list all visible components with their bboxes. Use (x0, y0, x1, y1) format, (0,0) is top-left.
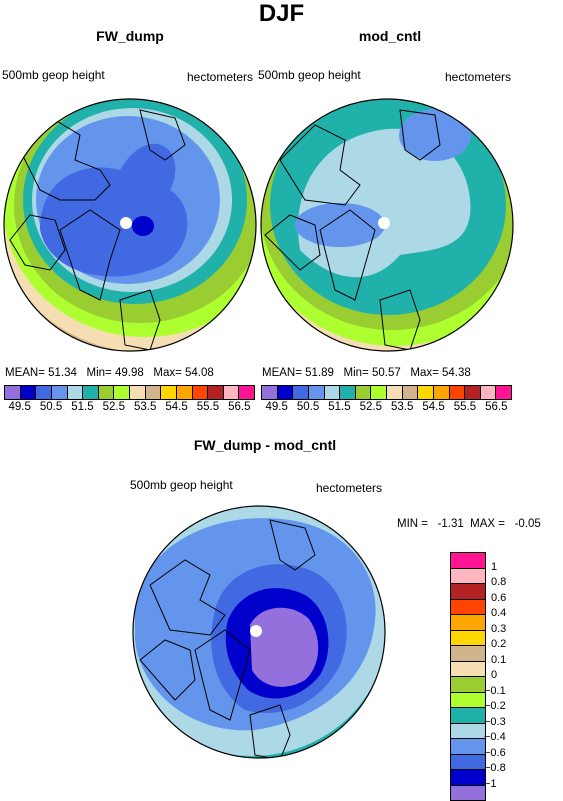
colorbar-tick-label: 54.5 (165, 401, 188, 413)
colorbar-swatch (324, 386, 341, 399)
colorbar-swatch (208, 386, 224, 399)
colorbar-swatch (5, 386, 21, 399)
colorbar-swatch (98, 386, 115, 399)
colorbar-tick-label: 0.2 (491, 638, 507, 650)
panel-mod-cntl-units-label: hectometers (445, 70, 512, 84)
colorbar-swatch (36, 386, 52, 399)
colorbar-swatch (387, 386, 403, 399)
colorbar-swatch (433, 386, 450, 399)
colorbar-tick-label: 0.8 (491, 576, 507, 588)
colorbar-swatch (161, 386, 177, 399)
colorbar-swatch (451, 584, 485, 600)
panel-diff-units-label: hectometers (316, 481, 383, 495)
colorbar-tick-label: 51.5 (71, 401, 94, 413)
colorbar-swatch (418, 386, 434, 399)
panel-diff-stats: MIN = -1.31 MAX = -0.05 (397, 518, 541, 530)
colorbar-swatch (130, 386, 146, 399)
panel-fw-dump-variable-label: 500mb geop height (2, 68, 105, 82)
panel-diff-title: FW_dump - mod_cntl (193, 437, 337, 453)
colorbar-tick-label: 1 (491, 560, 498, 573)
panel-fw-dump-map (3, 98, 257, 352)
colorbar-swatch (451, 646, 485, 662)
colorbar-tick-label: −0.3 (484, 715, 506, 728)
colorbar-tick-label: 51.5 (328, 401, 351, 413)
colorbar-tick-label: 55.5 (196, 401, 220, 413)
panel-diff-map (132, 505, 386, 759)
colorbar-swatch (451, 754, 485, 770)
colorbar-swatch (451, 615, 485, 631)
panel-fw-dump-stats: MEAN= 51.34 Min= 49.98 Max= 54.08 (5, 367, 214, 379)
colorbar-swatch (451, 785, 485, 800)
panel-mod-cntl-variable-label: 500mb geop height (258, 68, 361, 82)
panel-fw-dump-units-label: hectometers (187, 70, 254, 84)
colorbar-tick-label: 56.5 (485, 401, 508, 413)
colorbar-tick-label: −1 (484, 777, 497, 790)
panel-fw-dump-colorbar (4, 385, 255, 400)
panel-mod-cntl-stats: MEAN= 51.89 Min= 50.57 Max= 54.38 (262, 367, 471, 379)
colorbar-tick-label: −0.6 (484, 746, 506, 759)
colorbar-tick-label: 0.6 (491, 591, 507, 604)
panel-mod-cntl-title: mod_cntl (358, 28, 422, 44)
colorbar-swatch (223, 386, 240, 399)
colorbar-swatch (114, 386, 130, 399)
colorbar-swatch (20, 386, 37, 399)
colorbar-swatch (451, 692, 485, 708)
panel-mod-cntl-colorbar (261, 385, 512, 400)
colorbar-tick-label: 53.5 (390, 401, 414, 413)
colorbar-swatch (262, 386, 278, 399)
colorbar-tick-label: 50.5 (39, 401, 63, 413)
colorbar-swatch (51, 386, 68, 399)
colorbar-tick-label: −0.2 (484, 700, 506, 712)
colorbar-tick-label: 0.1 (491, 653, 507, 666)
colorbar-swatch (451, 739, 485, 755)
colorbar-swatch (465, 386, 481, 399)
colorbar-tick-label: 49.5 (265, 401, 288, 413)
colorbar-swatch (145, 386, 162, 399)
panel-fw-dump-title: FW_dump (96, 28, 164, 44)
colorbar-swatch (355, 386, 372, 399)
colorbar-swatch (67, 386, 84, 399)
colorbar-tick-label: −0.1 (484, 684, 506, 697)
colorbar-swatch (402, 386, 419, 399)
colorbar-tick-label: 52.5 (102, 401, 126, 413)
colorbar-swatch (293, 386, 309, 399)
colorbar-swatch (371, 386, 387, 399)
colorbar-swatch (451, 599, 485, 615)
colorbar-swatch (340, 386, 356, 399)
colorbar-swatch (451, 630, 485, 646)
colorbar-swatch (277, 386, 294, 399)
panel-diff-variable-label: 500mb geop height (130, 478, 233, 492)
colorbar-swatch (451, 770, 485, 786)
colorbar-swatch (451, 661, 485, 677)
colorbar-tick-label: 55.5 (453, 401, 477, 413)
colorbar-swatch (176, 386, 193, 399)
colorbar-tick-label: 50.5 (296, 401, 320, 413)
colorbar-tick-label: −0.8 (484, 762, 506, 774)
panel-mod-cntl-map (260, 98, 514, 352)
colorbar-tick-label: 0 (491, 669, 498, 681)
colorbar-swatch (451, 677, 485, 693)
colorbar-swatch (83, 386, 99, 399)
colorbar-tick-label: 53.5 (133, 401, 157, 413)
colorbar-swatch (451, 568, 485, 584)
panel-diff-colorbar (450, 552, 486, 801)
colorbar-swatch (451, 708, 485, 724)
colorbar-swatch (308, 386, 325, 399)
colorbar-tick-label: 56.5 (228, 401, 251, 413)
colorbar-tick-label: 0.3 (491, 622, 507, 635)
colorbar-tick-label: 0.4 (491, 607, 507, 619)
colorbar-tick-label: 52.5 (359, 401, 383, 413)
colorbar-swatch (496, 386, 511, 399)
colorbar-tick-label: 54.5 (422, 401, 445, 413)
colorbar-swatch (449, 386, 466, 399)
colorbar-tick-label: −0.4 (484, 731, 506, 743)
colorbar-swatch (480, 386, 497, 399)
colorbar-swatch (192, 386, 209, 399)
figure-title: DJF (258, 0, 305, 27)
colorbar-swatch (239, 386, 254, 399)
colorbar-swatch (451, 723, 485, 739)
colorbar-swatch (451, 553, 485, 569)
colorbar-tick-label: 49.5 (8, 401, 31, 413)
